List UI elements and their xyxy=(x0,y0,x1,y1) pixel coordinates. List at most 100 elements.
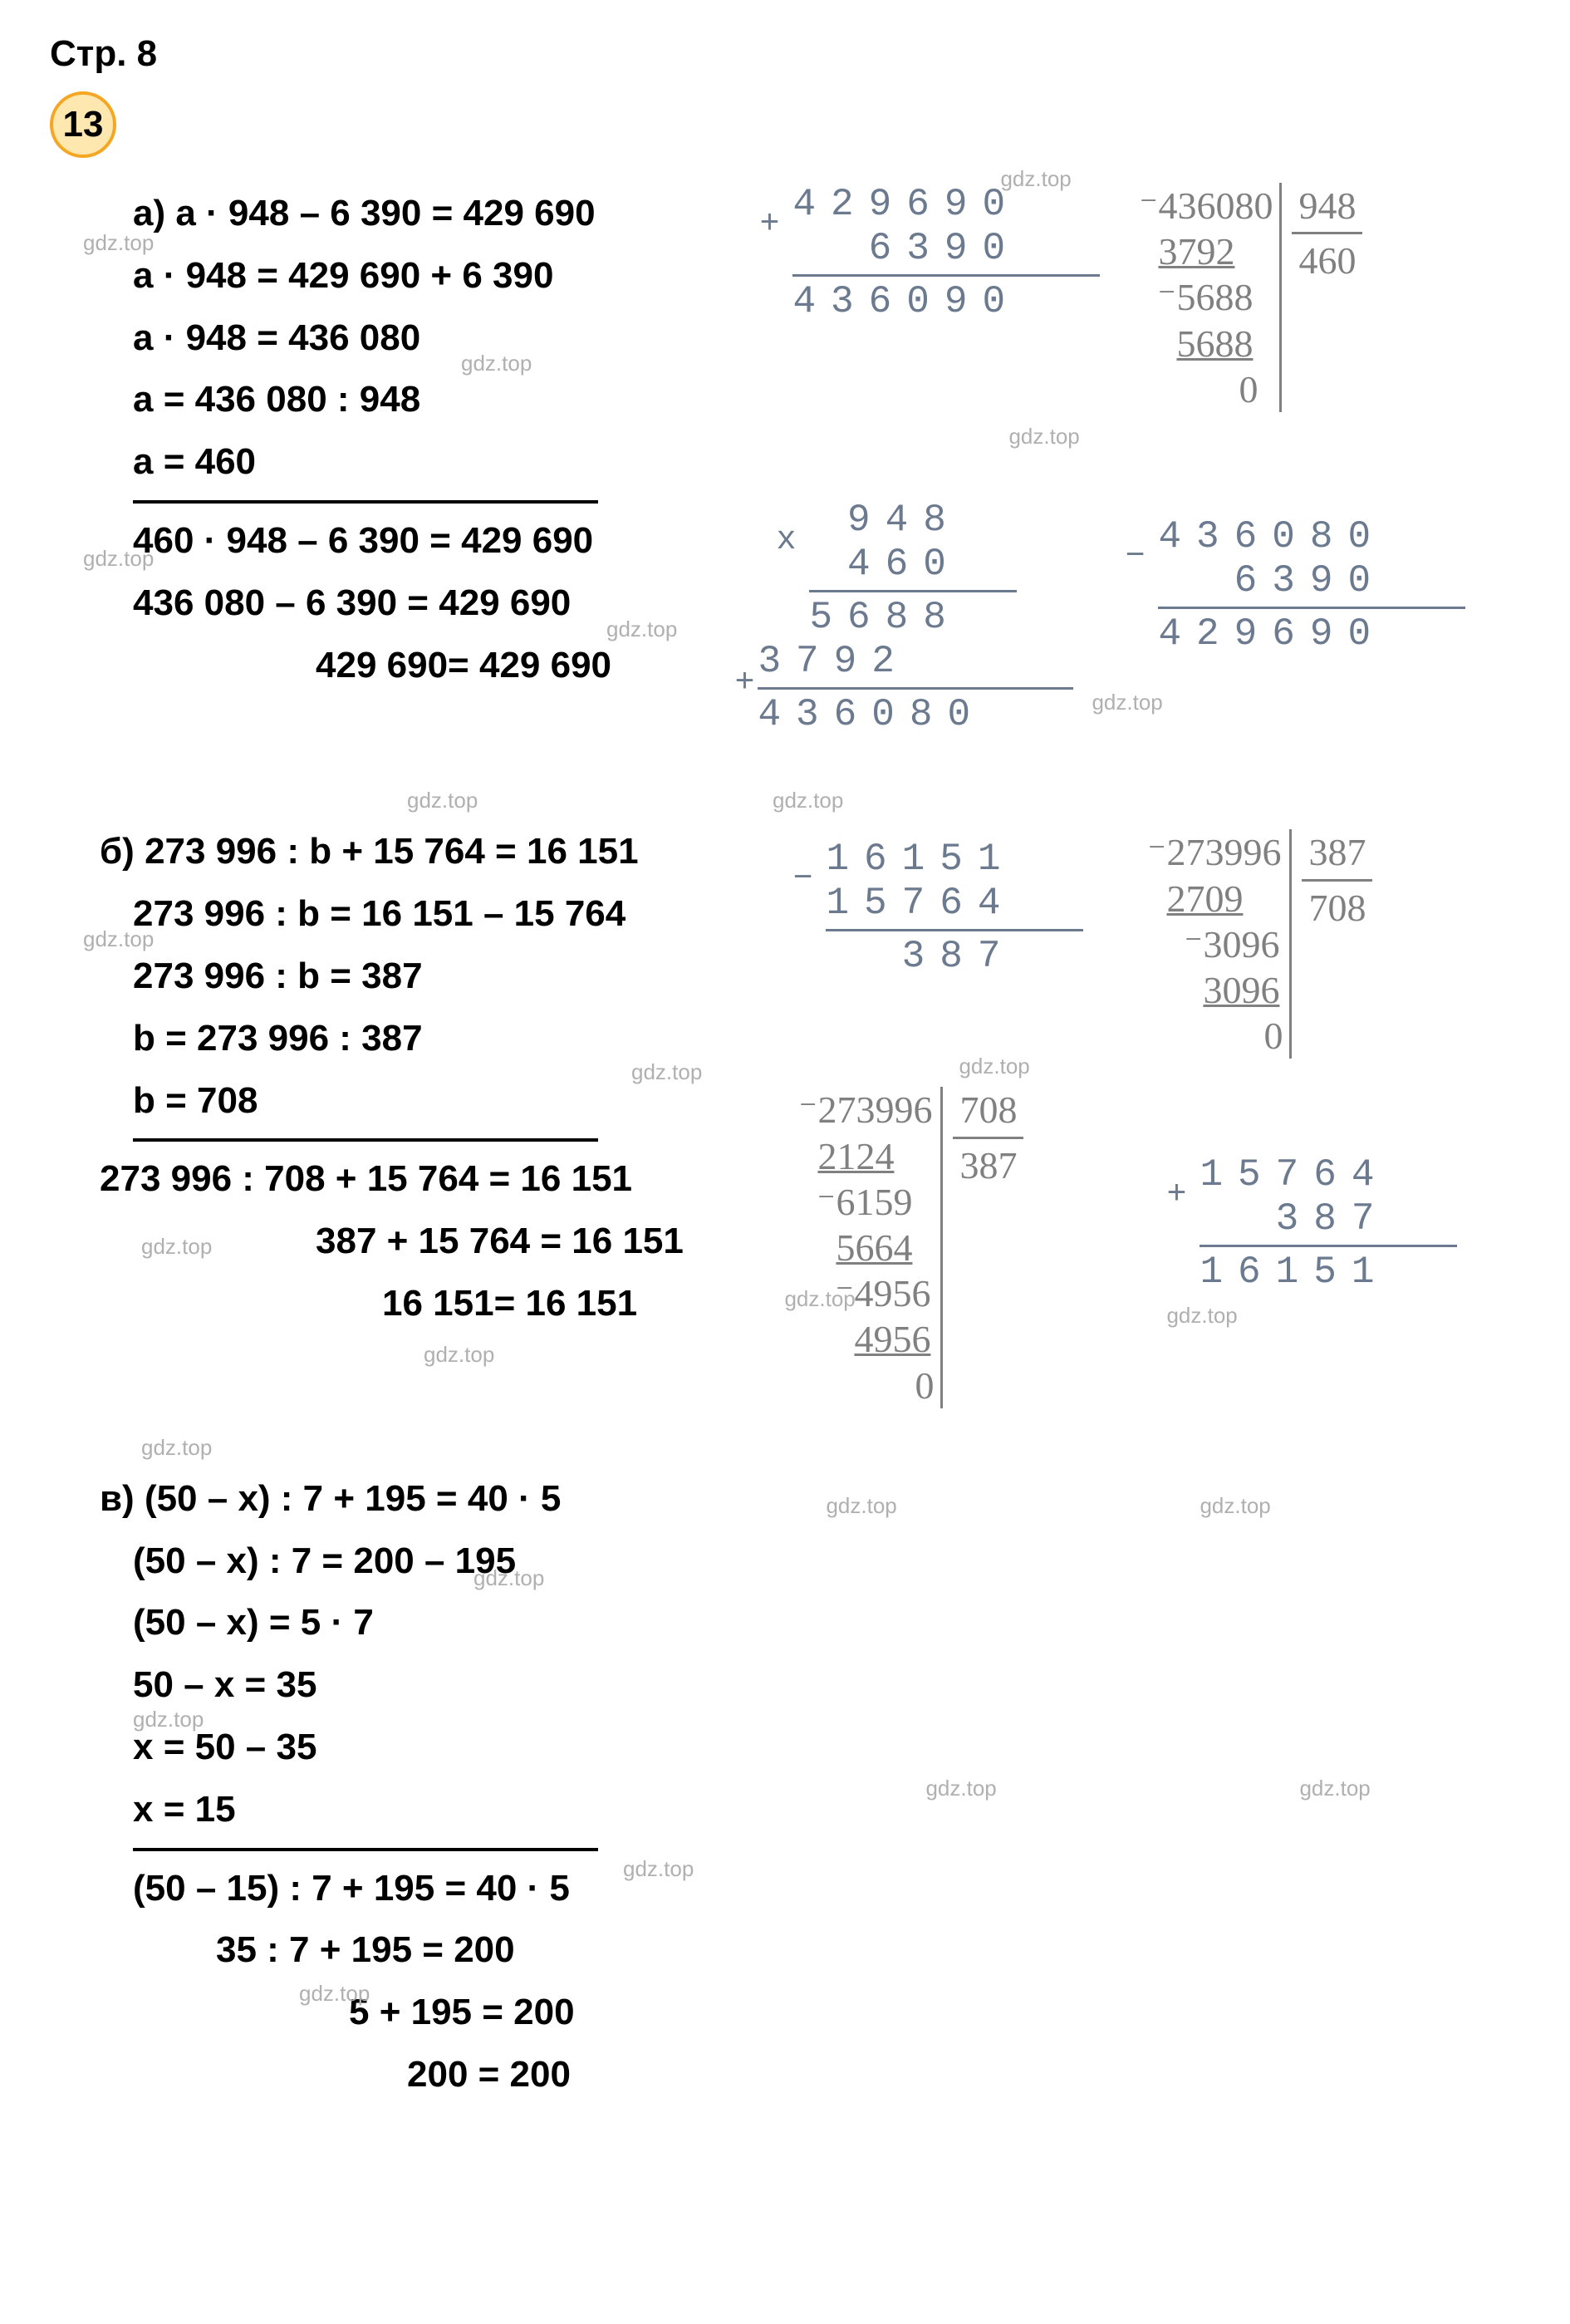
section-c-left: в) (50 – x) : 7 + 195 = 40 · 5 (50 – x) … xyxy=(50,1468,756,2106)
eq-b-2: 273 996 : b = 387 xyxy=(50,946,756,1008)
minus-sign: − xyxy=(1125,538,1145,577)
plus-sign: + xyxy=(759,206,779,244)
divider xyxy=(133,500,598,504)
plus-sign: + xyxy=(1166,1177,1186,1215)
ld-b2-s3: 4956 xyxy=(854,1272,930,1314)
mult-p2: 3792 xyxy=(758,640,1073,684)
sub-b1-r1: 16151 xyxy=(826,838,1083,882)
watermark: gdz.top xyxy=(83,540,154,577)
ld-b1-s0: 2709 xyxy=(1166,877,1243,920)
ld-b2-quotient: 387 xyxy=(953,1139,1023,1188)
add-b1-r2: 387 xyxy=(1200,1197,1457,1241)
watermark: gdz.top xyxy=(606,611,677,647)
watermark: gdz.top xyxy=(925,1776,996,1801)
watermark: gdz.top xyxy=(1008,424,1079,450)
watermark: gdz.top xyxy=(424,1336,494,1373)
eq-a-3: a = 436 080 : 948 xyxy=(50,369,756,431)
ruler xyxy=(1200,1245,1457,1247)
mult-r1: 948 xyxy=(809,499,1073,543)
watermark: gdz.top xyxy=(1299,1776,1370,1801)
sub-b1-res: 387 xyxy=(826,935,1083,979)
eq-a-0: a · 948 – 6 390 = 429 690 xyxy=(175,193,595,233)
eq-a-check-0: 460 · 948 – 6 390 = 429 690 xyxy=(50,510,756,572)
sub-r1: 436080 xyxy=(1158,515,1465,559)
eq-b-0: 273 996 : b + 15 764 = 16 151 xyxy=(145,831,638,872)
sub-r2: 6390 xyxy=(1158,559,1465,603)
section-c: gdz.top в) (50 – x) : 7 + 195 = 40 · 5 (… xyxy=(50,1468,1520,2106)
eq-a-4: a = 460 xyxy=(50,431,756,494)
watermark: gdz.top xyxy=(1166,1303,1237,1329)
watermark: gdz.top xyxy=(83,224,154,261)
ld-a1-dividend: 436080 xyxy=(1158,184,1273,227)
ld-b1-divisor: 387 xyxy=(1302,829,1372,881)
mult-a: x 948 460 5688 + 3792 436080 xyxy=(809,499,1073,736)
ld-b2-s4: 4956 xyxy=(854,1318,930,1360)
problem-number-badge: 13 xyxy=(50,91,116,158)
eq-b-check-0: 273 996 : 708 + 15 764 = 16 151 xyxy=(50,1148,756,1211)
page-label: Стр. 8 xyxy=(50,33,1520,75)
watermark: gdz.top xyxy=(826,1493,896,1519)
addition-a: + 429690 6390 436090 xyxy=(792,183,1100,324)
watermark: gdz.top xyxy=(631,1054,702,1090)
section-b: gdz.top gdz.top б) 273 996 : b + 15 764 … xyxy=(50,821,1520,1334)
eq-b-check-2: 16 151= 16 151 xyxy=(50,1273,756,1335)
ruler xyxy=(1158,607,1465,609)
section-a-left: а) a · 948 – 6 390 = 429 690 gdz.top a ·… xyxy=(50,183,756,696)
watermark: gdz.top xyxy=(299,1975,370,2012)
add-b1-r1: 15764 xyxy=(1200,1153,1457,1197)
ld-a1-s0: 3792 xyxy=(1158,230,1234,273)
sub-a: − 436080 6390 429690 xyxy=(1158,515,1465,656)
eq-c-check-3: 200 = 200 xyxy=(50,2044,756,2106)
sub-b1-r2: 15764 xyxy=(826,882,1083,926)
watermark: gdz.top xyxy=(473,1560,544,1596)
watermark: gdz.top xyxy=(784,1286,855,1312)
eq-b-1: 273 996 : b = 16 151 – 15 764 xyxy=(50,883,756,946)
ld-b1-s2: 3096 xyxy=(1203,969,1279,1011)
section-c-label: в) xyxy=(100,1478,135,1519)
eq-c-2: (50 – x) = 5 · 7 xyxy=(50,1592,756,1654)
ld-b1-dividend: 273996 xyxy=(1166,831,1281,873)
sub-b1: − 16151 15764 387 xyxy=(826,838,1083,979)
ruler xyxy=(758,687,1073,690)
ld-b2-s0: 2124 xyxy=(817,1135,894,1177)
watermark: gdz.top xyxy=(623,1850,694,1887)
section-b-left: б) 273 996 : b + 15 764 = 16 151 273 996… xyxy=(50,821,756,1334)
ld-b1-s1: 3096 xyxy=(1203,923,1279,965)
watermark: gdz.top xyxy=(1092,690,1162,715)
ruler xyxy=(809,590,1017,592)
section-b-label: б) xyxy=(100,831,135,872)
ld-b2-s2: 5664 xyxy=(836,1226,912,1269)
mult-r2: 460 xyxy=(809,543,1073,587)
ld-a1-s3: 0 xyxy=(1239,368,1258,410)
plus-sign: + xyxy=(734,665,754,703)
watermark: gdz.top xyxy=(133,1701,204,1737)
mult-p1: 5688 xyxy=(809,596,1073,640)
sub-res: 429690 xyxy=(1158,612,1465,656)
times-sign: x xyxy=(776,522,796,560)
watermark: gdz.top xyxy=(1200,1493,1270,1519)
ruler xyxy=(826,929,1083,931)
ld-a1-quotient: 460 xyxy=(1292,234,1362,283)
section-a: а) a · 948 – 6 390 = 429 690 gdz.top a ·… xyxy=(50,183,1520,696)
longdiv-b1: −273996 2709 −3096 3096 0 387 708 xyxy=(1166,829,1372,1059)
add-b1: + 15764 387 16151 xyxy=(1200,1153,1457,1295)
minus-sign: − xyxy=(792,861,812,899)
ld-a1-s1: 5688 xyxy=(1176,276,1253,318)
longdiv-b2: −273996 2124 −6159 5664 −4956 4956 0 708… xyxy=(817,1087,1023,1408)
watermark: gdz.top xyxy=(83,921,154,957)
ld-b1-s3: 0 xyxy=(1263,1015,1283,1057)
ld-a1-s2: 5688 xyxy=(1176,322,1253,365)
watermark: gdz.top xyxy=(959,1054,1029,1079)
ld-b2-divisor: 708 xyxy=(953,1087,1023,1138)
eq-c-1: (50 – x) : 7 = 200 – 195 xyxy=(50,1530,756,1593)
longdiv-a1: −436080 3792 −5688 5688 0 948 460 xyxy=(1158,183,1362,412)
add-b1-sum: 16151 xyxy=(1200,1250,1457,1295)
divider xyxy=(133,1848,598,1851)
ld-b2-dividend: 273996 xyxy=(817,1088,932,1131)
watermark: gdz.top xyxy=(773,788,843,813)
ld-b1-quotient: 708 xyxy=(1302,882,1372,931)
ld-b2-s5: 0 xyxy=(915,1364,934,1407)
watermark: gdz.top xyxy=(1000,166,1071,192)
ld-b2-s1: 6159 xyxy=(836,1181,912,1223)
ld-a1-divisor: 948 xyxy=(1292,183,1362,234)
